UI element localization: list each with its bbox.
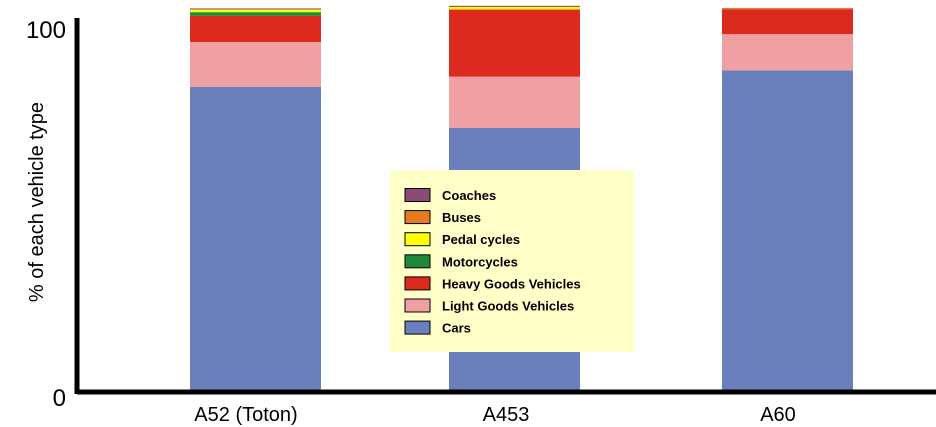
bar-a52-toton-cars [190,86,321,390]
category-label-a453: A453 [483,404,530,426]
bar-a60-heavy-goods-vehicles [722,9,853,35]
bar-a453-light-goods-vehicles [449,76,580,128]
legend-swatch-pedal-cycles [404,232,431,247]
legend-label-heavy-goods-vehicles: Heavy Goods Vehicles [442,276,581,291]
legend-background [390,170,634,352]
y-tick-0: 0 [53,385,66,412]
legend-label-motorcycles: Motorcycles [442,254,518,269]
category-label-a52-toton: A52 (Toton) [194,404,297,426]
y-axis-label: % of each vehicle type [26,102,48,302]
bar-a52-toton-motorcycles [190,12,321,16]
legend-swatch-heavy-goods-vehicles [404,276,431,291]
legend: Coaches Buses Pedal cycles Motorcycles Heavy… [390,170,634,352]
category-label-a60: A60 [760,404,796,426]
legend-swatch-light-goods-vehicles [404,298,431,313]
bar-a453-heavy-goods-vehicles [449,9,580,77]
bar-a52-toton-heavy-goods-vehicles [190,15,321,42]
bar-a60-buses [722,8,853,10]
category-labels: A52 (Toton) A453 A60 [194,404,795,426]
legend-label-pedal-cycles: Pedal cycles [442,232,520,247]
legend-swatch-buses [404,210,431,225]
legend-swatch-cars [404,320,431,335]
bar-a52-toton-pedal-cycles [190,9,321,13]
bar-a52-toton-light-goods-vehicles [190,41,321,87]
legend-swatch-motorcycles [404,254,431,269]
bar-a453-coaches [449,5,580,7]
legend-label-cars: Cars [442,321,471,336]
legend-label-coaches: Coaches [442,188,496,203]
bar-a52-toton-coaches [190,8,321,10]
bar-a453-pedal-cycles [449,6,580,10]
legend-label-buses: Buses [442,210,481,225]
bar-a60-light-goods-vehicles [722,34,853,71]
y-tick-100: 100 [26,17,66,44]
legend-label-light-goods-vehicles: Light Goods Vehicles [442,299,574,314]
bar-a60-cars [722,70,853,390]
legend-swatch-coaches [404,188,431,202]
